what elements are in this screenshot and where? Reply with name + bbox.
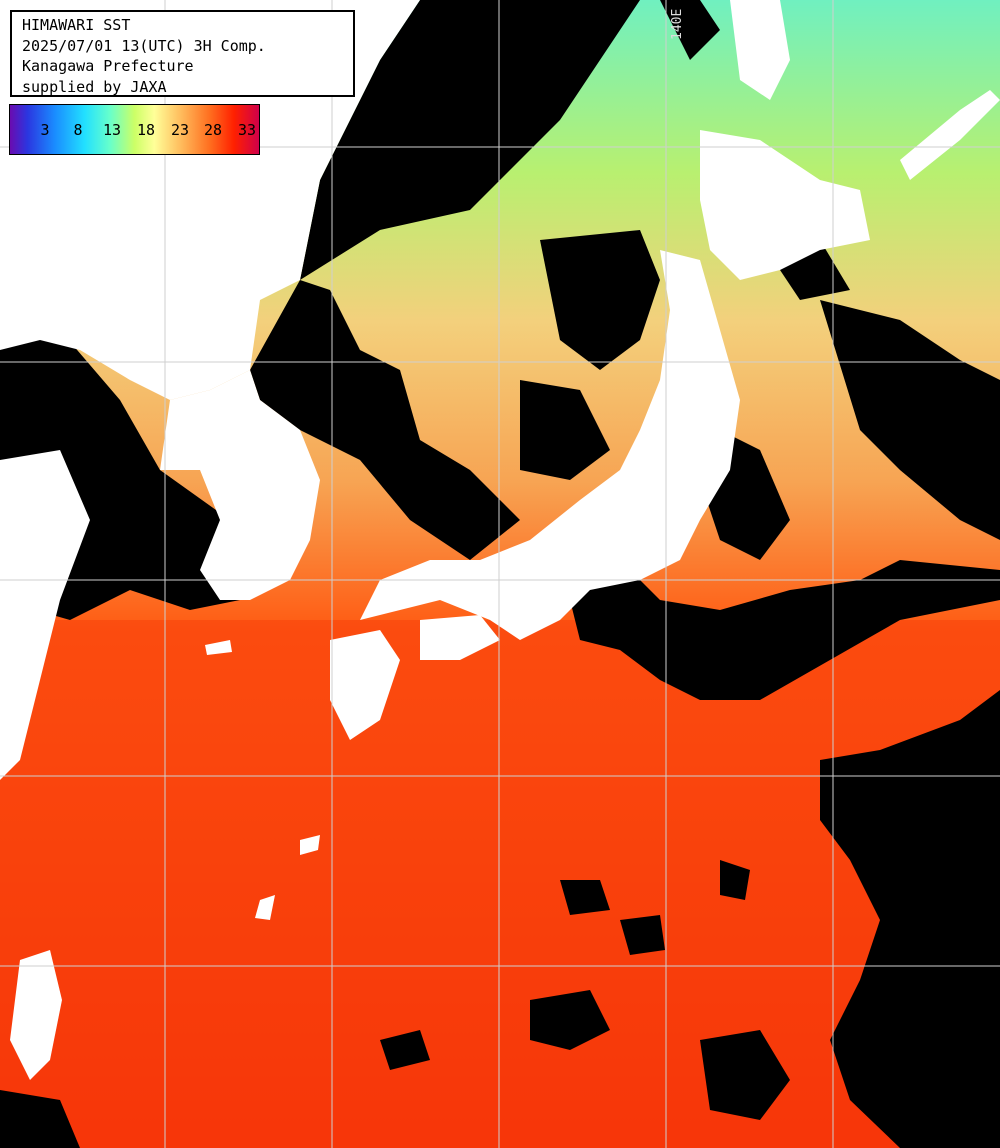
colorbar-tick: 23 <box>170 121 190 139</box>
land-taiwan <box>10 950 62 1080</box>
land-shikoku <box>420 615 500 660</box>
colorbar-tick: 28 <box>203 121 223 139</box>
title-line: HIMAWARI SST <box>22 16 131 34</box>
land-kuril <box>900 90 1000 180</box>
land <box>0 0 1000 1080</box>
land-hokkaido <box>700 130 870 280</box>
land-ryukyu-1 <box>300 835 320 855</box>
region-line: Kanagawa Prefecture <box>22 57 194 75</box>
land-jeju <box>205 640 232 655</box>
title-box: HIMAWARI SST 2025/07/01 13(UTC) 3H Comp.… <box>10 10 355 97</box>
credit-line: supplied by JAXA <box>22 77 167 96</box>
land-honshu <box>360 250 740 640</box>
colorbar-tick: 3 <box>40 121 50 139</box>
colorbar-tick: 8 <box>73 121 83 139</box>
land-china-coast <box>0 450 90 780</box>
land-korea <box>160 370 320 600</box>
colorbar-tick: 18 <box>136 121 156 139</box>
date-line: 2025/07/01 13(UTC) 3H Comp. <box>22 36 266 55</box>
colorbar: 3 8 13 18 23 28 33 <box>9 104 260 155</box>
land-asia-mainland <box>0 0 420 400</box>
land-ryukyu-2 <box>255 895 275 920</box>
colorbar-tick: 13 <box>102 121 122 139</box>
land-kyushu <box>330 630 400 740</box>
land-sakhalin <box>730 0 790 100</box>
longitude-label: 140E <box>670 8 685 40</box>
colorbar-tick: 33 <box>237 121 257 139</box>
